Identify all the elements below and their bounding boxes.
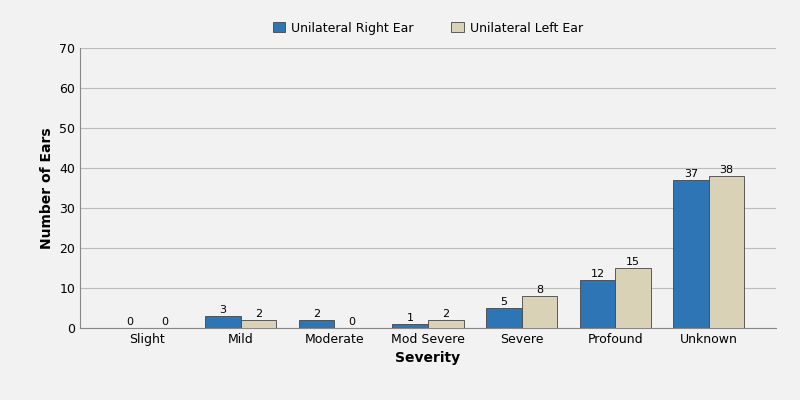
Text: 8: 8 (536, 285, 543, 295)
Bar (206, 316, 241, 328)
Text: 5: 5 (500, 297, 507, 307)
Bar (615, 268, 650, 328)
Bar (486, 308, 522, 328)
Text: 37: 37 (684, 169, 698, 179)
Text: 3: 3 (219, 305, 226, 315)
X-axis label: Severity: Severity (395, 352, 461, 366)
Bar (393, 324, 428, 328)
Bar (709, 176, 744, 328)
Text: 38: 38 (719, 165, 734, 175)
Text: 0: 0 (162, 317, 169, 327)
Y-axis label: Number of Ears: Number of Ears (39, 127, 54, 249)
Bar (674, 180, 709, 328)
Bar (299, 320, 334, 328)
Bar (241, 320, 276, 328)
Text: 12: 12 (590, 269, 605, 279)
Text: 2: 2 (442, 309, 450, 319)
Text: 2: 2 (313, 309, 320, 319)
Text: 0: 0 (126, 317, 133, 327)
Bar (580, 280, 615, 328)
Bar (522, 296, 557, 328)
Text: 15: 15 (626, 257, 640, 267)
Text: 2: 2 (255, 309, 262, 319)
Legend: Unilateral Right Ear, Unilateral Left Ear: Unilateral Right Ear, Unilateral Left Ea… (269, 18, 587, 38)
Text: 1: 1 (406, 313, 414, 323)
Bar (428, 320, 463, 328)
Text: 0: 0 (349, 317, 356, 327)
